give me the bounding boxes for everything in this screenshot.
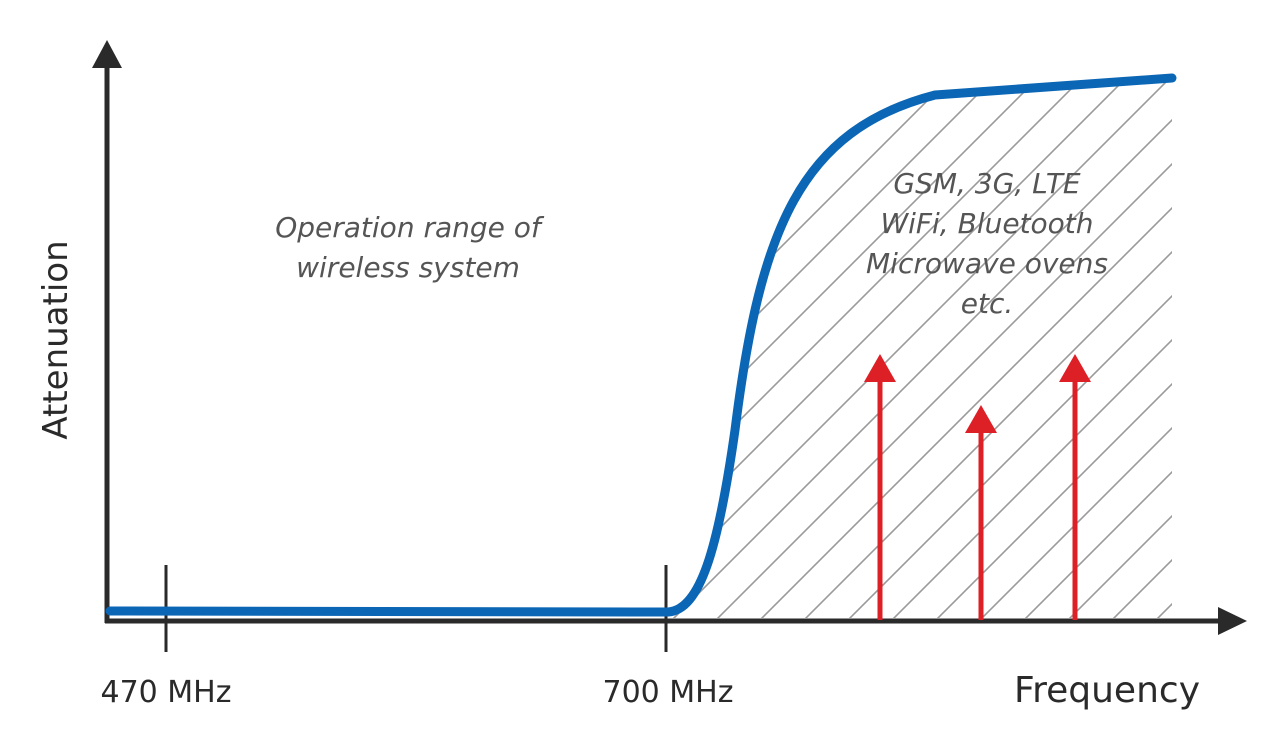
arrow-up-icon — [1059, 354, 1091, 382]
hatch-line — [891, 78, 1172, 618]
hatch-line — [668, 78, 877, 618]
hatch-line — [1200, 20, 1280, 620]
hatch-line — [668, 78, 701, 618]
hatch-line — [1023, 78, 1172, 618]
attenuation-curve — [105, 73, 1177, 617]
interference-line-3: Microwave ovens — [866, 247, 1108, 280]
tick-label-700: 700 MHz — [603, 675, 734, 710]
tick-label-470: 470 MHz — [101, 675, 232, 710]
interference-line-4: etc. — [961, 287, 1014, 320]
arrow-up-icon — [864, 354, 896, 382]
hatch-line — [759, 78, 1172, 618]
hatch-line — [668, 78, 965, 618]
operation-range-line-1: Operation range of — [275, 211, 545, 244]
hatch-line — [671, 78, 1172, 618]
hatch-line — [668, 78, 789, 618]
hatch-line — [668, 78, 1009, 618]
hatch-line — [803, 78, 1172, 618]
arrow-up-icon — [965, 405, 997, 433]
hatch-line — [668, 78, 1141, 618]
hatch-line — [668, 78, 1097, 618]
y-axis-arrowhead-icon — [92, 40, 122, 68]
hatch-line — [979, 78, 1172, 618]
interference-line-1: GSM, 3G, LTE — [893, 167, 1081, 200]
hatch-line — [668, 78, 833, 618]
operation-range-line-2: wireless system — [296, 251, 520, 284]
hatch-line — [668, 78, 1172, 618]
hatch-line — [668, 78, 745, 618]
hatch-line — [668, 78, 921, 618]
hatch-line — [715, 78, 1172, 618]
hatch-line — [935, 78, 1172, 618]
x-axis-label: Frequency — [1014, 670, 1200, 711]
hatched-region — [668, 20, 1280, 620]
interference-line-2: WiFi, Bluetooth — [880, 207, 1093, 240]
hatch-line — [847, 78, 1172, 618]
interference-arrows — [864, 354, 1091, 620]
y-axis-label: Attenuation — [36, 240, 76, 439]
hatch-line — [1067, 78, 1172, 618]
hatch-line — [1155, 78, 1172, 618]
x-axis-arrowhead-icon — [1218, 607, 1247, 635]
